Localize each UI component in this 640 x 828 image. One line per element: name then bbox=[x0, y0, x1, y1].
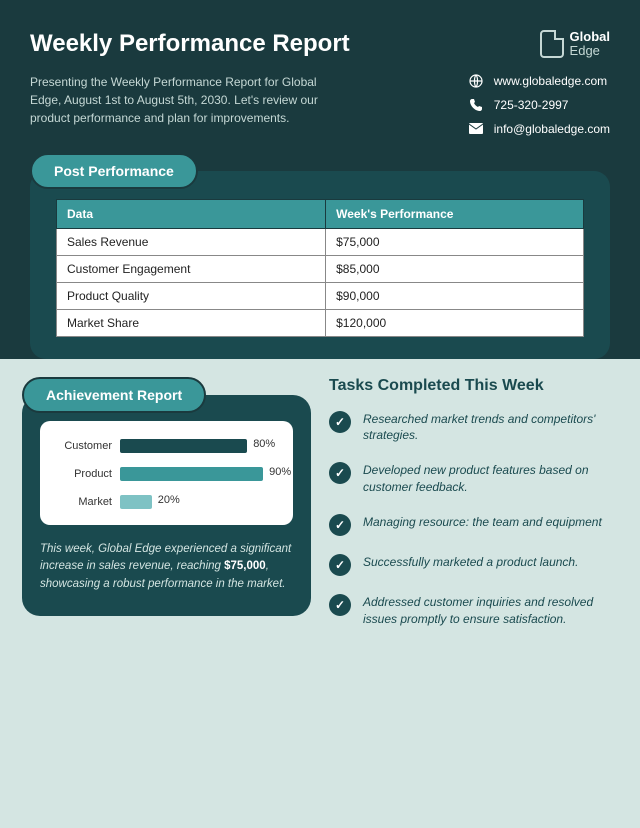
tasks-title: Tasks Completed This Week bbox=[329, 377, 618, 395]
chart-label: Customer bbox=[54, 440, 112, 452]
task-text: Successfully marketed a product launch. bbox=[363, 554, 578, 571]
task-item: ✓ Developed new product features based on… bbox=[329, 462, 618, 496]
page-title: Weekly Performance Report bbox=[30, 30, 350, 58]
contact-phone: 725-320-2997 bbox=[468, 97, 610, 113]
task-item: ✓ Addressed customer inquiries and resolv… bbox=[329, 594, 618, 628]
table-row: Sales Revenue$75,000 bbox=[57, 228, 584, 255]
mail-icon bbox=[468, 121, 484, 137]
achievement-chart: Customer 80% Product 90% Market 20% bbox=[40, 421, 293, 525]
table-row: Product Quality$90,000 bbox=[57, 282, 584, 309]
header: Weekly Performance Report Global Edge Pr… bbox=[0, 0, 640, 359]
task-item: ✓ Successfully marketed a product launch. bbox=[329, 554, 618, 576]
task-text: Managing resource: the team and equipmen… bbox=[363, 514, 602, 531]
table-row: Market Share$120,000 bbox=[57, 309, 584, 336]
chart-bar bbox=[120, 439, 247, 453]
intro-text: Presenting the Weekly Performance Report… bbox=[30, 73, 340, 137]
achievement-text: This week, Global Edge experienced a sig… bbox=[40, 541, 293, 594]
chart-bar bbox=[120, 495, 152, 509]
table-cell: $90,000 bbox=[326, 282, 584, 309]
check-icon: ✓ bbox=[329, 411, 351, 433]
globe-icon bbox=[468, 73, 484, 89]
achievement-column: Achievement Report Customer 80% Product 90%… bbox=[22, 377, 311, 646]
post-performance-section: Post Performance Data Week's Performance… bbox=[30, 153, 610, 359]
task-item: ✓ Researched market trends and competitor… bbox=[329, 411, 618, 445]
chart-row: Market 20% bbox=[54, 495, 279, 509]
table-cell: $75,000 bbox=[326, 228, 584, 255]
chart-value: 90% bbox=[269, 466, 291, 478]
contact-phone-text: 725-320-2997 bbox=[494, 98, 569, 112]
contact-web-text: www.globaledge.com bbox=[494, 74, 607, 88]
contact-email-text: info@globaledge.com bbox=[494, 122, 610, 136]
chart-label: Product bbox=[54, 468, 112, 480]
logo-line2: Edge bbox=[570, 44, 610, 58]
contact-block: www.globaledge.com 725-320-2997 info@glo… bbox=[468, 73, 610, 137]
header-mid: Presenting the Weekly Performance Report… bbox=[30, 73, 610, 137]
performance-table: Data Week's Performance Sales Revenue$75… bbox=[56, 199, 584, 337]
logo-line1: Global bbox=[570, 30, 610, 44]
table-cell: Customer Engagement bbox=[57, 255, 326, 282]
phone-icon bbox=[468, 97, 484, 113]
chart-bar-wrap: 80% bbox=[120, 439, 279, 453]
achievement-pill: Achievement Report bbox=[22, 377, 206, 413]
table-cell: Product Quality bbox=[57, 282, 326, 309]
lower-section: Achievement Report Customer 80% Product 90%… bbox=[0, 359, 640, 664]
table-cell: $120,000 bbox=[326, 309, 584, 336]
chart-bar-wrap: 20% bbox=[120, 495, 279, 509]
check-icon: ✓ bbox=[329, 514, 351, 536]
logo: Global Edge bbox=[540, 30, 610, 59]
task-text: Addressed customer inquiries and resolve… bbox=[363, 594, 618, 628]
task-text: Developed new product features based on … bbox=[363, 462, 618, 496]
logo-text: Global Edge bbox=[570, 30, 610, 59]
table-cell: $85,000 bbox=[326, 255, 584, 282]
chart-row: Customer 80% bbox=[54, 439, 279, 453]
check-icon: ✓ bbox=[329, 594, 351, 616]
tasks-list: ✓ Researched market trends and competitor… bbox=[329, 411, 618, 628]
chart-bar-wrap: 90% bbox=[120, 467, 279, 481]
table-header: Data bbox=[57, 199, 326, 228]
chart-value: 80% bbox=[253, 438, 275, 450]
contact-web: www.globaledge.com bbox=[468, 73, 610, 89]
post-performance-pill: Post Performance bbox=[30, 153, 198, 189]
table-header: Week's Performance bbox=[326, 199, 584, 228]
contact-email: info@globaledge.com bbox=[468, 121, 610, 137]
achievement-text-bold: $75,000 bbox=[224, 560, 266, 572]
task-text: Researched market trends and competitors… bbox=[363, 411, 618, 445]
header-top: Weekly Performance Report Global Edge bbox=[30, 30, 610, 59]
chart-value: 20% bbox=[158, 494, 180, 506]
table-cell: Market Share bbox=[57, 309, 326, 336]
table-row: Customer Engagement$85,000 bbox=[57, 255, 584, 282]
chart-bar bbox=[120, 467, 263, 481]
check-icon: ✓ bbox=[329, 462, 351, 484]
chart-row: Product 90% bbox=[54, 467, 279, 481]
document-icon bbox=[540, 30, 564, 58]
chart-label: Market bbox=[54, 496, 112, 508]
achievement-card: Customer 80% Product 90% Market 20% This week… bbox=[22, 395, 311, 616]
table-header-row: Data Week's Performance bbox=[57, 199, 584, 228]
check-icon: ✓ bbox=[329, 554, 351, 576]
table-cell: Sales Revenue bbox=[57, 228, 326, 255]
tasks-column: Tasks Completed This Week ✓ Researched ma… bbox=[329, 377, 618, 646]
table-card: Data Week's Performance Sales Revenue$75… bbox=[30, 171, 610, 359]
task-item: ✓ Managing resource: the team and equipme… bbox=[329, 514, 618, 536]
